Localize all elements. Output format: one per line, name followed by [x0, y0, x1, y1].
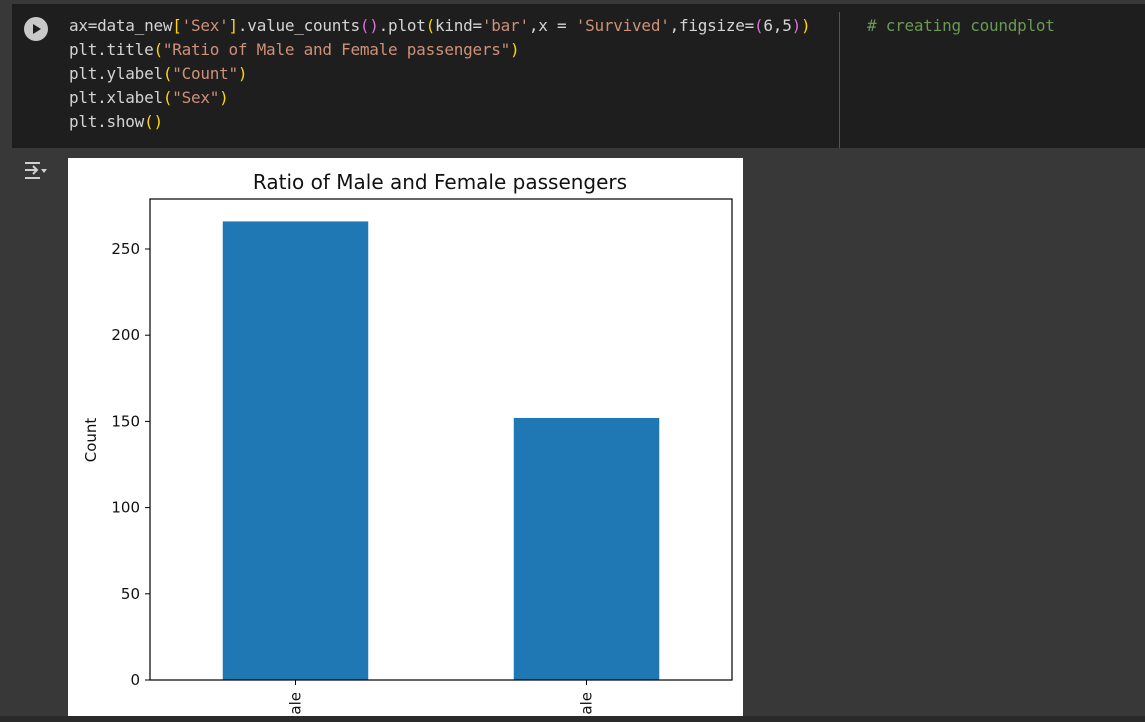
y-axis-label: Count [82, 418, 100, 463]
code-token: 'bar' [481, 16, 529, 35]
code-cell[interactable] [12, 4, 1145, 148]
code-token: "Sex" [172, 88, 220, 107]
code-line: ax=data_new['Sex'].value_counts().plot(k… [69, 14, 811, 38]
code-comment: # creating coundplot [867, 16, 1055, 35]
play-icon [25, 18, 47, 40]
output-toggle-button[interactable] [22, 158, 48, 184]
output-area: Ratio of Male and Female passengers Coun… [68, 158, 743, 716]
code-token: "Count" [172, 64, 238, 83]
code-token: () [359, 16, 379, 35]
code-token: ] [228, 16, 239, 35]
code-token: kind= [434, 16, 482, 35]
y-tick-label: 0 [130, 671, 140, 689]
plot-frame [149, 198, 733, 681]
code-token: .plot [378, 16, 426, 35]
chart-title: Ratio of Male and Female passengers [253, 170, 627, 194]
code-line: plt.show() [69, 110, 810, 134]
y-tick-label: 250 [111, 240, 140, 258]
code-token: plt.show [69, 112, 145, 131]
code-token: ) [800, 16, 811, 35]
bar-chart: Ratio of Male and Female passengers Coun… [82, 170, 733, 715]
cell-divider [839, 12, 840, 148]
bar [222, 221, 369, 681]
code-token: ,x = [528, 16, 576, 35]
code-token: () [144, 112, 163, 131]
code-token: ) [219, 88, 229, 107]
bar [513, 417, 660, 680]
code-token: ) [237, 64, 248, 83]
code-line: plt.title("Ratio of Male and Female pass… [69, 38, 810, 62]
y-tick-label: 50 [121, 585, 140, 603]
code-token: "Ratio of Male and Female passengers" [162, 40, 511, 59]
code-line: plt.ylabel("Count") [69, 62, 810, 86]
code-line: plt.xlabel("Sex") [69, 86, 810, 110]
code-token: ( [153, 40, 163, 59]
x-tick-label: ale [578, 692, 596, 715]
code-token: .value_counts [237, 16, 360, 35]
code-token: ) [791, 16, 802, 35]
code-token: ax=data_new [69, 16, 173, 35]
output-toggle-icon [25, 162, 47, 179]
code-token: 'Sex' [181, 16, 229, 35]
code-editor[interactable]: ax=data_new['Sex'].value_counts().plot(k… [69, 14, 811, 134]
code-token: ,figsize= [669, 16, 755, 35]
code-token: ( [162, 64, 173, 83]
code-token: 'Survived' [575, 16, 670, 35]
code-token: plt.xlabel [69, 88, 163, 107]
y-tick-label: 100 [111, 499, 140, 517]
code-token: ( [425, 16, 436, 35]
run-cell-button[interactable] [24, 17, 48, 41]
code-token: 6,5 [763, 16, 792, 35]
code-token: ) [510, 40, 520, 59]
code-token: plt.ylabel [69, 64, 163, 83]
x-tick-label: ale [287, 692, 305, 715]
code-token: ( [754, 16, 764, 35]
bottom-strip [0, 716, 1145, 722]
y-tick-label: 150 [111, 412, 140, 430]
code-token: plt.title [69, 40, 154, 59]
code-token: [ [172, 16, 182, 35]
y-tick-label: 200 [111, 326, 140, 344]
code-token: ( [162, 88, 173, 107]
